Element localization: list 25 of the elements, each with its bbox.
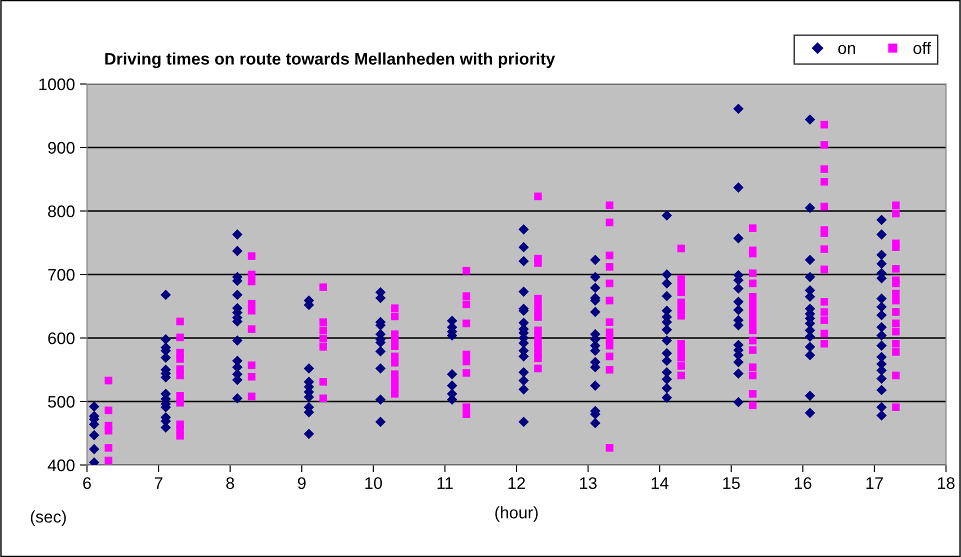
x-tick-label: 13 (580, 477, 597, 490)
x-axis-title: (hour) (495, 506, 538, 522)
x-tick-label: 6 (83, 477, 91, 490)
x-tick-label: 14 (652, 477, 668, 489)
legend-label: off (913, 42, 932, 54)
y-tick-label: 600 (48, 332, 75, 344)
chart-title: Driving times on route towards Mellanheden with priority (105, 52, 556, 68)
y-tick-label: 1000 (39, 78, 75, 90)
x-tick-label: 15 (723, 477, 740, 490)
y-tick-label: 900 (48, 142, 75, 154)
x-tick-label: 8 (226, 477, 234, 490)
y-tick-label: 700 (48, 268, 75, 281)
x-tick-label: 12 (508, 477, 525, 489)
x-tick-label: 10 (365, 477, 382, 490)
x-tick-label: 17 (866, 477, 883, 489)
y-tick-label: 400 (48, 459, 75, 472)
x-tick-label: 9 (298, 477, 306, 490)
x-tick-label: 18 (938, 477, 955, 490)
y-tick-label: 800 (48, 205, 75, 218)
x-tick-label: 11 (438, 477, 453, 489)
y-axis-title: (sec) (30, 510, 66, 526)
legend-label: on (838, 44, 856, 54)
x-tick-label: 7 (154, 477, 162, 489)
y-tick-label: 500 (48, 396, 75, 408)
x-tick-label: 16 (794, 477, 812, 490)
